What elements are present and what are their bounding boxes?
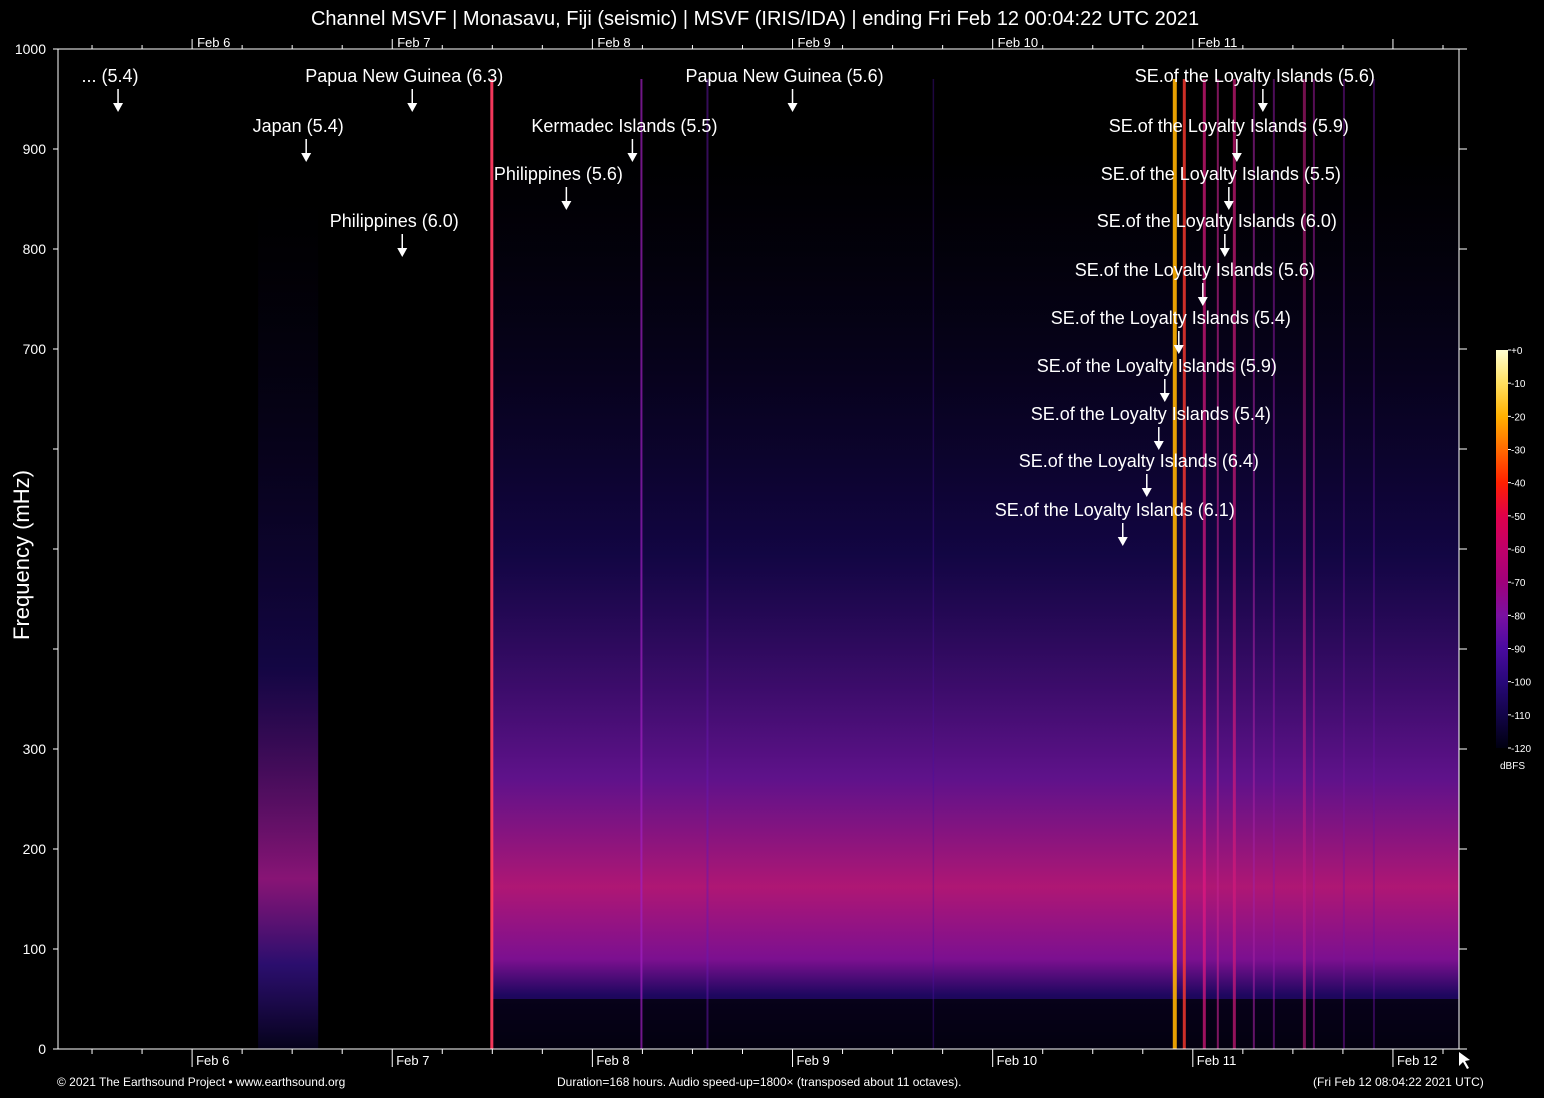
event-arrow-head [1141, 488, 1152, 497]
event-arrow-head [397, 248, 408, 257]
x-tick-label-top: Feb 6 [197, 35, 230, 50]
event-arrow-head [627, 153, 638, 162]
spectrogram-segment-early [258, 199, 319, 1049]
x-tick-label: Feb 8 [596, 1053, 629, 1068]
event-label: SE.of the Loyalty Islands (5.4) [1031, 404, 1271, 424]
x-tick-label: Feb 9 [797, 1053, 830, 1068]
x-tick-label-top: Feb 10 [998, 35, 1038, 50]
colorbar-tick-label: -60 [1511, 545, 1526, 556]
event-arrow-head [1231, 153, 1242, 162]
event-arrow-head [407, 103, 418, 112]
y-tick-label: 100 [23, 941, 47, 957]
event-arrow-head [561, 201, 572, 210]
y-tick-label: 0 [38, 1041, 46, 1057]
event-arrow-head [1223, 201, 1234, 210]
event-streak [1202, 79, 1206, 1049]
y-tick-label: 700 [23, 341, 47, 357]
x-tick-label-top: Feb 7 [397, 35, 430, 50]
event-streak [1312, 79, 1315, 1049]
colorbar-tick-label: -70 [1511, 578, 1526, 589]
footer-copyright: © 2021 The Earthsound Project • www.eart… [57, 1075, 346, 1089]
event-arrow-head [787, 103, 798, 112]
event-annotations: ... (5.4) Papua New Guinea (6.3) Japan (5.… [82, 66, 1375, 546]
event-arrow-head [1219, 248, 1230, 257]
y-tick-label: 200 [23, 841, 47, 857]
axes-layer: 0 100 200 300 700 800 900 1000 Feb 6 Feb 6 Feb 7 Fe… [15, 35, 1470, 1069]
colorbar-tick-label: +0 [1511, 346, 1523, 357]
event-label: Papua New Guinea (6.3) [305, 66, 503, 86]
event-streak [1182, 79, 1186, 1049]
colorbar-tick-label: -120 [1511, 744, 1531, 755]
event-arrow-head [1173, 345, 1184, 354]
x-tick-label-top: Feb 9 [798, 35, 831, 50]
colorbar-tick-label: -50 [1511, 512, 1526, 523]
y-tick-label: 1000 [15, 41, 46, 57]
colorbar-tick-label: -30 [1511, 446, 1526, 457]
chart-title: Channel MSVF | Monasavu, Fiji (seismic) … [310, 8, 1200, 30]
event-label: SE.of the Loyalty Islands (6.4) [1019, 451, 1259, 471]
event-arrow-head [1257, 103, 1268, 112]
colorbar-tick-label: -40 [1511, 479, 1526, 490]
event-label: SE.of the Loyalty Islands (5.5) [1101, 164, 1341, 184]
event-label: SE.of the Loyalty Islands (5.6) [1135, 66, 1375, 86]
event-streak [1252, 79, 1255, 1049]
x-tick-label-top: Feb 11 [1198, 35, 1238, 50]
colorbar-tick-label: -110 [1511, 711, 1531, 722]
event-streak [1232, 79, 1236, 1049]
event-label: ... (5.4) [82, 66, 139, 86]
event-streak [1342, 79, 1345, 1049]
y-tick-label: 800 [23, 241, 47, 257]
event-label: SE.of the Loyalty Islands (5.9) [1109, 116, 1349, 136]
event-streak [932, 79, 935, 1049]
colorbar-gradient [1496, 350, 1508, 748]
event-arrow-head [113, 103, 124, 112]
event-streak [1216, 79, 1219, 1049]
spectrogram-layer [258, 79, 1459, 1049]
x-tick-label: Feb 7 [396, 1053, 429, 1068]
event-label: Papua New Guinea (5.6) [685, 66, 883, 86]
event-label: Philippines (6.0) [330, 211, 459, 231]
colorbar: +0 -10 -20 -30 -40 -50 -60 -70 -80 -90 -100 -110 -12… [1496, 346, 1531, 755]
event-label: SE.of the Loyalty Islands (5.9) [1037, 356, 1277, 376]
footer-timestamp: (Fri Feb 12 08:04:22 2021 UTC) [1313, 1075, 1484, 1089]
event-streak [1272, 79, 1275, 1049]
footer-duration: Duration=168 hours. Audio speed-up=1800×… [557, 1075, 962, 1089]
event-streak [640, 79, 643, 1049]
x-tick-label: Feb 11 [1197, 1053, 1237, 1068]
event-label: Kermadec Islands (5.5) [531, 116, 717, 136]
spectrogram-low-band [492, 999, 1459, 1049]
colorbar-tick-label: -90 [1511, 645, 1526, 656]
event-arrow-head [1197, 297, 1208, 306]
event-streak [1372, 79, 1375, 1049]
x-tick-label: Feb 10 [997, 1053, 1037, 1068]
event-label: Philippines (5.6) [494, 164, 623, 184]
event-arrow-head [1153, 441, 1164, 450]
event-label: SE.of the Loyalty Islands (5.4) [1051, 308, 1291, 328]
event-label: SE.of the Loyalty Islands (5.6) [1075, 260, 1315, 280]
event-streak [706, 79, 709, 1049]
event-streak [490, 79, 494, 1049]
event-label: SE.of the Loyalty Islands (6.0) [1097, 211, 1337, 231]
event-arrow-head [1159, 393, 1170, 402]
colorbar-tick-label: -10 [1511, 379, 1526, 390]
spectrogram-segment-main [492, 149, 1459, 1049]
colorbar-tick-label: -20 [1511, 412, 1526, 423]
x-tick-label: Feb 12 [1397, 1053, 1437, 1068]
event-streak [1172, 79, 1177, 1049]
event-arrow-head [301, 153, 312, 162]
x-tick-label-top: Feb 8 [597, 35, 630, 50]
y-tick-label: 300 [23, 741, 47, 757]
event-streak [1302, 79, 1306, 1049]
colorbar-tick-label: -80 [1511, 611, 1526, 622]
cursor-marker [1459, 1052, 1470, 1069]
x-tick-label: Feb 6 [196, 1053, 229, 1068]
event-label: SE.of the Loyalty Islands (6.1) [995, 500, 1235, 520]
colorbar-unit: dBFS [1500, 761, 1526, 772]
event-arrow-head [1117, 537, 1128, 546]
event-label: Japan (5.4) [253, 116, 344, 136]
colorbar-tick-label: -100 [1511, 678, 1531, 689]
y-tick-label: 900 [23, 141, 47, 157]
